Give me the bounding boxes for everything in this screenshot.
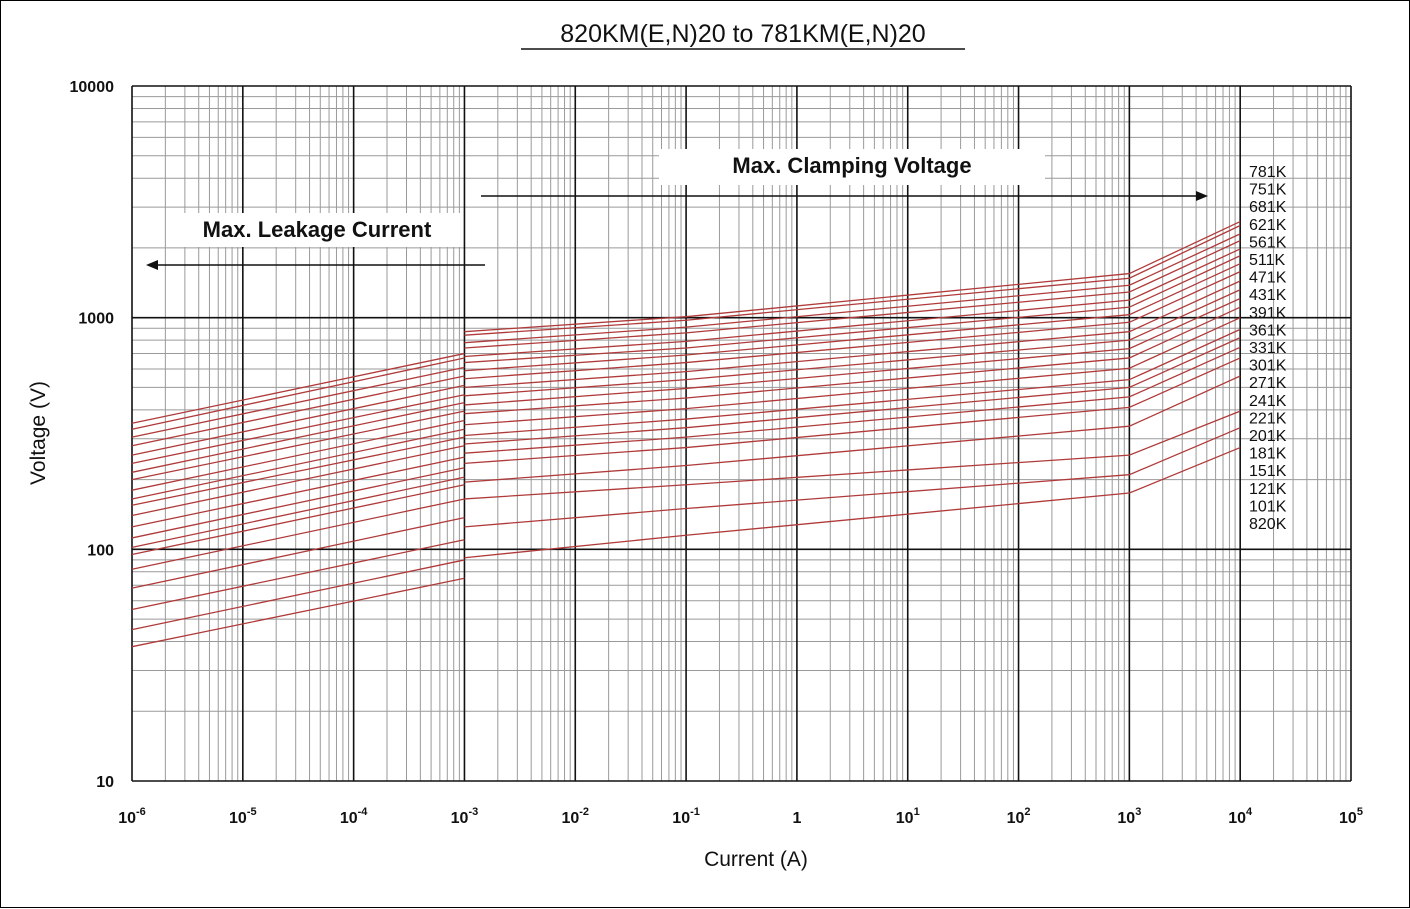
series-leakage-line: [131, 419, 465, 491]
x-tick-label: 1: [792, 810, 801, 827]
series-name-label: 271K: [1249, 375, 1287, 392]
series-clamping-line: [464, 357, 1241, 465]
x-tick-label: 10-6: [118, 806, 146, 827]
leakage-annotation-box: [171, 213, 463, 247]
chart-title: 820KM(E,N)20 to 781KM(E,N)20: [560, 20, 925, 48]
series-leakage-line: [131, 467, 465, 539]
series-clamping-line: [464, 255, 1241, 364]
clamping-arrow-head: [1196, 191, 1208, 201]
x-tick-label: 10-3: [451, 806, 479, 827]
series-clamping-line: [464, 337, 1241, 445]
series-name-label: 241K: [1249, 393, 1287, 410]
series-name-label: 820K: [1249, 516, 1287, 533]
series-clamping-line: [464, 289, 1241, 397]
x-tick-label: 10-1: [672, 806, 700, 827]
series-labels: 781K751K681K621K561K511K471K431K391K361K…: [1249, 164, 1287, 533]
series-clamping-line: [464, 346, 1241, 454]
series-leakage-line: [131, 375, 465, 447]
series-name-label: 331K: [1249, 340, 1287, 357]
y-tick-labels: 10 100 1000 10000: [70, 79, 115, 791]
leakage-arrow-head: [146, 260, 158, 270]
series-leakage-line: [131, 445, 465, 517]
x-tick-label: 104: [1228, 806, 1253, 827]
x-tick-label: 105: [1339, 806, 1363, 827]
series-name-label: 471K: [1249, 270, 1287, 287]
series-name-label: 151K: [1249, 463, 1287, 480]
x-tick-label: 10-4: [340, 806, 368, 827]
x-tick-label: 103: [1117, 806, 1141, 827]
series-leakage-line: [131, 357, 465, 430]
series-name-label: 201K: [1249, 428, 1287, 445]
y-axis-label: Voltage (V): [27, 381, 50, 485]
series-clamping-line: [464, 410, 1241, 500]
series-clamping-line: [464, 248, 1241, 358]
series-name-label: 751K: [1249, 182, 1287, 199]
series-clamping-line: [464, 446, 1241, 559]
x-tick-label: 10-2: [561, 806, 589, 827]
series-name-label: 681K: [1249, 199, 1287, 216]
series-leakage-line: [131, 577, 465, 648]
series-name-label: 431K: [1249, 287, 1287, 304]
x-tick-label: 101: [896, 806, 920, 827]
series-clamping-line: [464, 271, 1241, 380]
series-name-label: 101K: [1249, 498, 1287, 515]
series-clamping-line: [464, 224, 1241, 336]
series-lines: [131, 220, 1241, 648]
series-leakage-line: [131, 352, 465, 424]
series-clamping-line: [464, 220, 1241, 333]
y-tick-label: 1000: [78, 311, 114, 328]
series-leakage-line: [131, 517, 465, 589]
series-clamping-line: [464, 263, 1241, 372]
series-leakage-line: [131, 384, 465, 456]
y-tick-label: 10: [96, 774, 114, 791]
series-name-label: 621K: [1249, 217, 1287, 234]
series-leakage-line: [131, 428, 465, 500]
series-name-label: 181K: [1249, 446, 1287, 463]
series-leakage-line: [131, 410, 465, 481]
series-clamping-line: [464, 280, 1241, 389]
series-leakage-line: [131, 498, 465, 570]
x-tick-label: 102: [1007, 806, 1031, 827]
series-leakage-line: [131, 366, 465, 438]
series-clamping-line: [464, 297, 1241, 406]
series-clamping-line: [464, 375, 1241, 483]
x-tick-labels: 10-6 10-5 10-4 10-3 10-2 10-1 1 101 102 103 104 105: [118, 806, 1363, 827]
leakage-annotation-text: Max. Leakage Current: [203, 217, 432, 242]
series-name-label: 301K: [1249, 358, 1287, 375]
clamping-annotation-box: [659, 149, 1045, 185]
x-tick-label: 10-5: [229, 806, 257, 827]
series-clamping-line: [464, 427, 1241, 528]
series-clamping-line: [464, 240, 1241, 349]
series-clamping-line: [464, 328, 1241, 437]
series-clamping-line: [464, 306, 1241, 415]
y-tick-label: 100: [87, 542, 114, 559]
series-leakage-line: [131, 476, 465, 548]
y-tick-label: 10000: [70, 79, 115, 96]
series-name-label: 511K: [1249, 252, 1286, 269]
series-name-label: 781K: [1249, 164, 1287, 181]
series-leakage-line: [131, 559, 465, 631]
clamping-annotation-text: Max. Clamping Voltage: [732, 153, 971, 178]
series-name-label: 361K: [1249, 322, 1287, 339]
series-leakage-line: [131, 539, 465, 611]
series-clamping-line: [464, 317, 1241, 426]
series-leakage-line: [131, 456, 465, 528]
series-name-label: 391K: [1249, 305, 1287, 322]
series-clamping-line: [464, 233, 1241, 344]
series-name-label: 121K: [1249, 481, 1287, 498]
series-leakage-line: [131, 394, 465, 465]
series-leakage-line: [131, 401, 465, 473]
series-name-label: 221K: [1249, 410, 1287, 427]
annotations: Max. Clamping Voltage Max. Leakage Curren…: [146, 149, 1208, 270]
series-leakage-line: [131, 436, 465, 506]
series-name-label: 561K: [1249, 234, 1287, 251]
series-leakage-line: [131, 484, 465, 556]
x-axis-label: Current (A): [704, 848, 808, 871]
